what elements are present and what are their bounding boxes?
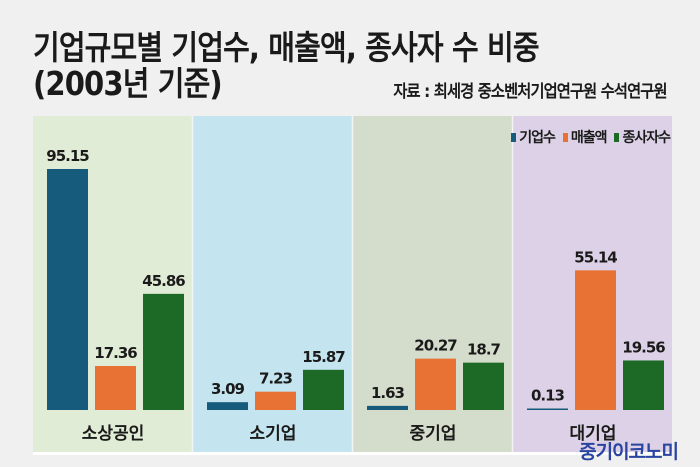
legend-label: 기업수 [519,130,556,146]
bar-1-3 [575,270,616,410]
bar-2-2 [463,362,504,410]
category-label: 소상공인 [82,424,145,444]
data-label: 0.13 [531,387,565,405]
legend-label: 매출액 [570,130,608,146]
data-label: 45.86 [142,272,185,290]
category-label: 소기업 [250,424,297,444]
bar-2-1 [303,369,344,410]
title-line-1: 기업규모별 기업수, 매출액, 종사자 수 비중 [33,28,540,67]
category-label: 중기업 [410,424,457,444]
bar-0-0 [47,169,88,410]
legend: 기업수 매출액 종사자수 [511,127,671,147]
legend-swatch [614,133,620,142]
chart-title: 기업규모별 기업수, 매출액, 종사자 수 비중 (2003년 기준) [33,28,540,103]
legend-swatch [562,133,568,142]
data-label: 20.27 [414,337,457,355]
bar-0-2 [367,405,408,410]
legend-swatch [511,133,517,142]
data-label: 19.56 [622,338,665,356]
bar-2-0 [143,293,184,410]
data-label: 17.36 [94,344,137,362]
data-label: 15.87 [302,348,345,366]
legend-item-sales: 매출액 [562,127,608,147]
title-line-2: (2003년 기준) [33,64,223,103]
watermark-logo: 중기이코노미 [579,441,679,463]
chart-bottom-border [33,452,672,455]
bar-1-0 [95,366,136,410]
source-note: 자료 : 최세경 중소벤처기업연구원 수석연구원 [393,82,668,102]
data-label: 1.63 [371,384,405,402]
data-label: 55.14 [574,248,617,266]
legend-item-employees: 종사자수 [614,127,671,147]
data-label: 95.15 [46,147,89,165]
category-label: 대기업 [570,424,617,444]
bar-1-1 [255,391,296,410]
legend-item-companies: 기업수 [511,127,556,147]
data-label: 18.7 [467,341,501,359]
data-label: 7.23 [259,370,293,388]
bar-0-1 [207,402,248,410]
bar-1-2 [415,358,456,410]
legend-label: 종사자수 [622,130,671,146]
bar-2-3 [623,360,664,410]
data-label: 3.09 [211,380,245,398]
bar-0-3 [527,408,568,410]
